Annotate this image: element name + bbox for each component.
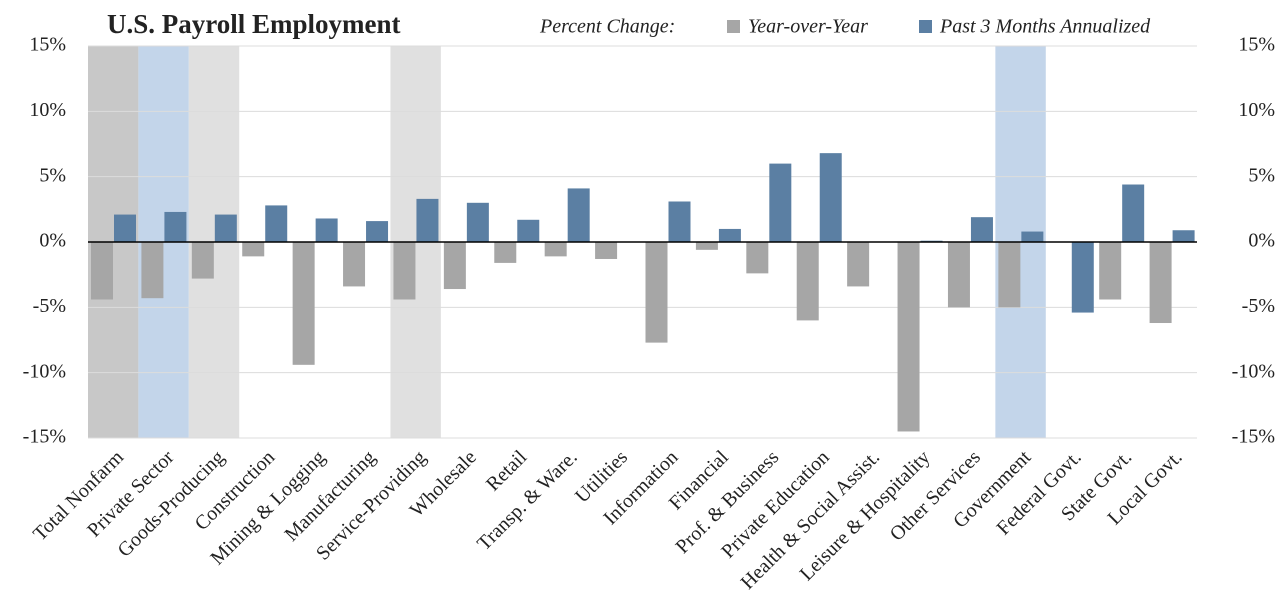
bar [315,218,338,242]
bar [847,242,870,287]
bar [769,163,792,242]
bar [292,242,315,365]
bar [393,242,416,300]
bar [567,188,590,242]
bar [746,242,769,274]
bar [214,214,237,242]
y-tick-label: 5% [39,164,66,186]
y-tick-label: 15% [29,34,66,56]
bar [897,242,920,432]
bar [1021,231,1044,242]
y-tick-label: 10% [29,99,66,121]
y2-tick-label: 5% [1248,164,1275,186]
bar [164,211,187,242]
bar [141,242,164,299]
y2-tick-label: 15% [1238,34,1275,56]
bar [668,201,691,242]
legend-label: Past 3 Months Annualized [939,16,1151,38]
bar [544,242,567,257]
bar [595,242,618,259]
y2-tick-label: -5% [1242,295,1275,317]
bar [1122,184,1145,242]
y2-tick-label: 10% [1238,99,1275,121]
y-tick-label: -10% [23,360,66,382]
bar [191,242,214,279]
bar [443,242,466,290]
bar [265,205,288,242]
bar [517,219,540,242]
bar [494,242,517,263]
bar [343,242,366,287]
y-tick-label: -5% [33,295,66,317]
bar [1172,230,1195,242]
y2-tick-label: -10% [1232,360,1275,382]
bar [242,242,265,257]
legend-title: Percent Change: [539,16,675,38]
legend-swatch [727,20,740,33]
bar [1099,242,1122,300]
bar [695,242,718,250]
y-tick-label: -15% [23,426,66,448]
bar [91,242,113,300]
bar [466,202,489,242]
y-tick-label: 0% [39,230,66,252]
y2-tick-label: 0% [1248,230,1275,252]
bar [366,221,389,242]
legend-label: Year-over-Year [748,16,868,38]
bar [796,242,819,321]
bar [819,153,842,242]
y2-tick-label: -15% [1232,426,1275,448]
bar [645,242,668,343]
chart-title: U.S. Payroll Employment [107,9,401,39]
legend-swatch [919,20,932,33]
bar [114,214,136,242]
bar [416,198,439,242]
bar [1149,242,1172,324]
bar [998,242,1021,308]
bar [947,242,970,308]
bar [970,217,993,242]
bar [1071,242,1094,313]
bar [718,228,741,242]
